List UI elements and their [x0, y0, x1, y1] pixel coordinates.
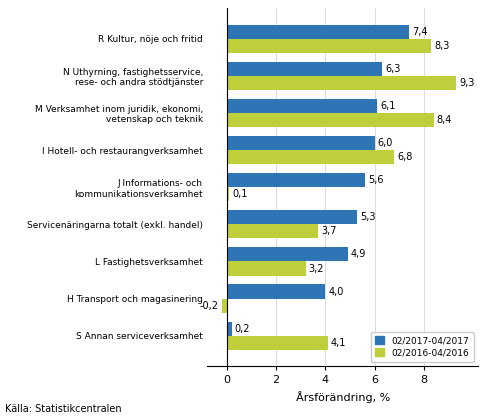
- Text: 0,1: 0,1: [232, 189, 247, 199]
- Bar: [227, 39, 431, 53]
- Bar: [227, 173, 365, 187]
- Bar: [227, 187, 229, 201]
- Bar: [227, 76, 456, 90]
- X-axis label: Årsförändring, %: Årsförändring, %: [295, 391, 390, 403]
- Bar: [227, 113, 434, 127]
- Bar: [227, 248, 348, 261]
- Bar: [227, 285, 325, 299]
- Bar: [222, 299, 227, 313]
- Bar: [227, 261, 306, 275]
- Bar: [227, 62, 382, 76]
- Bar: [227, 150, 394, 164]
- Text: 6,3: 6,3: [385, 64, 400, 74]
- Text: 6,8: 6,8: [397, 152, 413, 162]
- Text: 4,1: 4,1: [331, 338, 346, 348]
- Text: 6,0: 6,0: [378, 138, 393, 148]
- Text: 6,1: 6,1: [380, 101, 395, 111]
- Text: 4,0: 4,0: [328, 287, 344, 297]
- Text: 9,3: 9,3: [459, 78, 474, 88]
- Text: 8,3: 8,3: [434, 41, 450, 51]
- Text: 5,6: 5,6: [368, 175, 383, 185]
- Bar: [227, 322, 232, 336]
- Text: 4,9: 4,9: [351, 250, 366, 260]
- Text: 8,4: 8,4: [437, 115, 452, 125]
- Bar: [227, 99, 377, 113]
- Text: 0,2: 0,2: [235, 324, 250, 334]
- Legend: 02/2017-04/2017, 02/2016-04/2016: 02/2017-04/2017, 02/2016-04/2016: [371, 332, 474, 362]
- Text: -0,2: -0,2: [200, 301, 219, 311]
- Bar: [227, 25, 409, 39]
- Bar: [227, 336, 328, 350]
- Bar: [227, 136, 375, 150]
- Text: 3,7: 3,7: [321, 226, 336, 236]
- Text: 3,2: 3,2: [309, 263, 324, 273]
- Text: 5,3: 5,3: [360, 212, 376, 222]
- Text: 7,4: 7,4: [412, 27, 427, 37]
- Bar: [227, 210, 357, 224]
- Bar: [227, 224, 318, 238]
- Text: Källa: Statistikcentralen: Källa: Statistikcentralen: [5, 404, 122, 414]
